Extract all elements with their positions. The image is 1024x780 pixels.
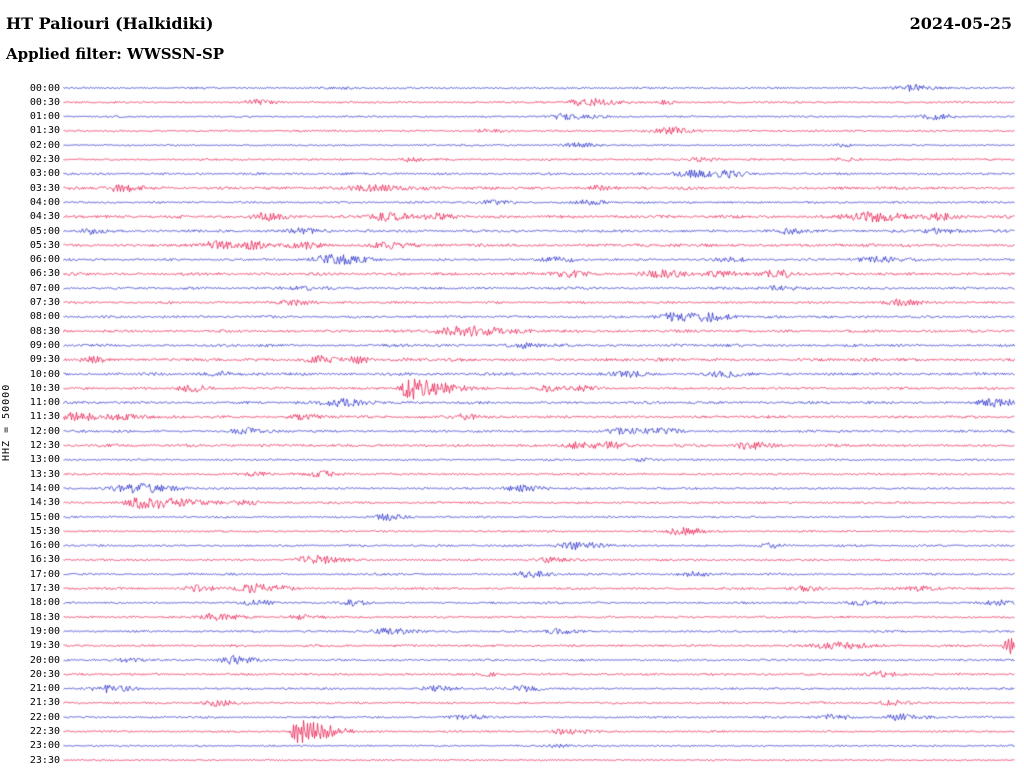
trace-time-label: 14:00 (29, 482, 60, 494)
trace-time-label: 01:00 (29, 111, 60, 123)
trace-time-label: 00:00 (29, 82, 60, 94)
trace-time-label: 07:00 (29, 282, 60, 294)
trace-time-label: 15:30 (29, 525, 60, 537)
date-label: 2024-05-25 (909, 14, 1012, 33)
trace-time-label: 09:30 (29, 354, 60, 366)
trace-time-label: 10:00 (29, 368, 60, 380)
trace-time-label: 22:30 (29, 726, 60, 737)
trace-time-label: 08:00 (29, 311, 60, 323)
trace-time-label: 17:30 (29, 583, 60, 594)
trace-time-label: 02:00 (29, 139, 60, 151)
trace-time-label: 01:30 (29, 125, 60, 137)
trace-time-label: 13:30 (29, 468, 60, 480)
trace-time-label: 15:00 (29, 511, 60, 523)
trace-time-label: 09:00 (29, 339, 60, 351)
trace-time-label: 20:00 (29, 654, 60, 666)
trace-time-label: 18:30 (29, 611, 60, 623)
trace-time-label: 21:00 (29, 683, 60, 695)
trace-time-label: 12:00 (29, 425, 60, 437)
trace-time-label: 16:30 (29, 554, 60, 566)
trace-time-label: 19:30 (29, 640, 60, 652)
trace-time-label: 03:00 (29, 168, 60, 180)
trace-time-label: 23:00 (29, 740, 60, 752)
trace-time-label: 12:30 (29, 440, 60, 451)
trace-time-label: 08:30 (29, 325, 60, 337)
trace-time-label: 06:30 (29, 268, 60, 280)
trace-time-label: 07:30 (29, 297, 60, 308)
trace-time-label: 20:30 (29, 668, 60, 680)
filter-label: Applied filter: WWSSN-SP (6, 45, 225, 63)
trace-time-label: 05:30 (29, 239, 60, 251)
trace-time-label: 21:30 (29, 697, 60, 709)
trace-time-label: 19:00 (29, 625, 60, 637)
trace-time-label: 03:30 (29, 182, 60, 194)
trace-time-label: 11:30 (29, 411, 60, 423)
trace-time-label: 13:00 (29, 454, 60, 466)
trace-time-label: 16:00 (29, 540, 60, 552)
trace-time-label: 14:30 (29, 497, 60, 509)
trace-time-label: 22:00 (29, 711, 60, 723)
trace-time-label: 00:30 (29, 96, 60, 108)
trace-time-label: 10:30 (29, 382, 60, 394)
trace-time-label: 05:00 (29, 225, 60, 237)
trace-time-label: 02:30 (29, 154, 60, 165)
trace-time-label: 04:00 (29, 196, 60, 208)
trace-time-label: 23:30 (29, 754, 60, 766)
trace-time-label: 17:00 (29, 568, 60, 580)
trace-time-label: 11:00 (29, 397, 60, 409)
trace-time-label: 04:30 (29, 211, 60, 223)
trace-time-label: 06:00 (29, 254, 60, 266)
time-labels-column: 00:00 00:30 01:00 01:30 02:00 02:30 03:00 03:30… (2, 0, 60, 780)
station-title: HT Paliouri (Halkidiki) (6, 14, 214, 33)
trace-time-label: 18:00 (29, 597, 60, 609)
